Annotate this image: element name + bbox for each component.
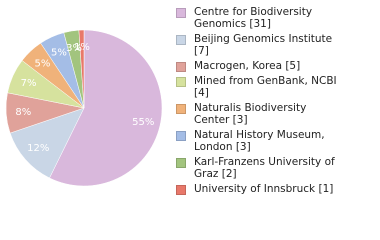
legend-item: Beijing Genomics Institute [7]: [174, 33, 374, 57]
legend-swatch: [176, 77, 186, 87]
legend-item: University of Innsbruck [1]: [174, 183, 374, 195]
legend-item: Centre for Biodiversity Genomics [31]: [174, 6, 374, 30]
legend-item: Karl-Franzens University of Graz [2]: [174, 156, 374, 180]
slice-label: 5%: [34, 59, 50, 70]
slice-label: 3%: [66, 43, 82, 54]
legend-swatch: [176, 185, 186, 195]
legend-item: Macrogen, Korea [5]: [174, 60, 374, 72]
slice-label: 8%: [15, 107, 31, 118]
pie-slice: [49, 29, 163, 187]
legend-swatch: [176, 104, 186, 114]
slice-label: 55%: [132, 117, 154, 128]
slice-label: 5%: [51, 48, 67, 59]
legend-swatch: [176, 35, 186, 45]
legend-label: Beijing Genomics Institute [7]: [194, 33, 333, 57]
legend-swatch: [176, 158, 186, 168]
legend-label: Mined from GenBank, NCBI [4]: [194, 75, 337, 99]
legend-label: Centre for Biodiversity Genomics [31]: [194, 6, 313, 30]
pie-slice: [9, 107, 85, 179]
legend-label: Natural History Museum, London [3]: [194, 129, 325, 153]
legend-label: Macrogen, Korea [5]: [194, 60, 301, 72]
slice-label: 1%: [74, 42, 90, 53]
legend-swatch: [176, 131, 186, 141]
pie-slice: [78, 29, 85, 109]
slice-label: 12%: [27, 143, 49, 154]
legend-label: University of Innsbruck [1]: [194, 183, 334, 195]
legend-item: Naturalis Biodiversity Center [3]: [174, 102, 374, 126]
legend-label: Karl-Franzens University of Graz [2]: [194, 156, 335, 180]
slice-label: 7%: [21, 78, 37, 89]
legend-item: Mined from GenBank, NCBI [4]: [174, 75, 374, 99]
legend-item: Natural History Museum, London [3]: [174, 129, 374, 153]
pie: 55%12%8%7%5%5% 3%1%: [5, 29, 163, 187]
legend-label: Naturalis Biodiversity Center [3]: [194, 102, 307, 126]
legend-swatch: [176, 62, 186, 72]
legend-swatch: [176, 8, 186, 18]
legend: Centre for Biodiversity Genomics [31] Bei…: [174, 6, 374, 198]
